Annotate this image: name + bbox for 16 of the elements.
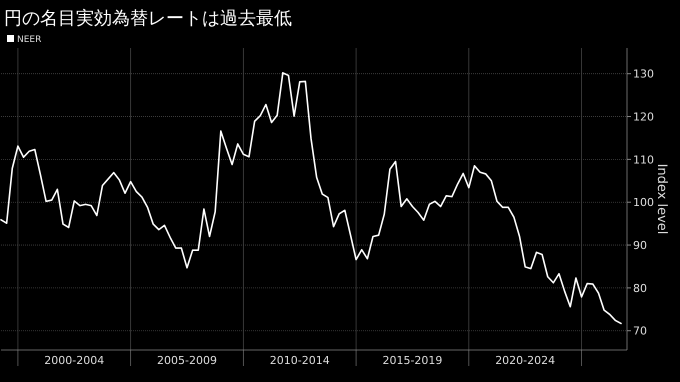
x-tick-label: 2020-2024	[495, 354, 556, 367]
x-tick-label: 2005-2009	[157, 354, 217, 367]
x-tick-label: 2000-2004	[44, 354, 104, 367]
chart-title: 円の名目実効為替レートは過去最低	[4, 8, 292, 29]
y-tick-label: 120	[633, 110, 654, 124]
legend-label: NEER	[17, 35, 42, 45]
y-axis-title: Index level	[654, 164, 669, 234]
y-tick-label: 130	[633, 68, 654, 81]
y-tick-label: 100	[633, 196, 654, 210]
y-tick-label: 80	[633, 282, 647, 295]
line-series	[0, 72, 622, 324]
x-tick-label: 2010-2014	[270, 354, 330, 367]
y-tick-label: 110	[633, 153, 654, 166]
y-tick-label: 70	[633, 324, 647, 338]
x-tick-label: 2015-2019	[382, 354, 442, 367]
y-tick-label: 90	[633, 239, 647, 252]
